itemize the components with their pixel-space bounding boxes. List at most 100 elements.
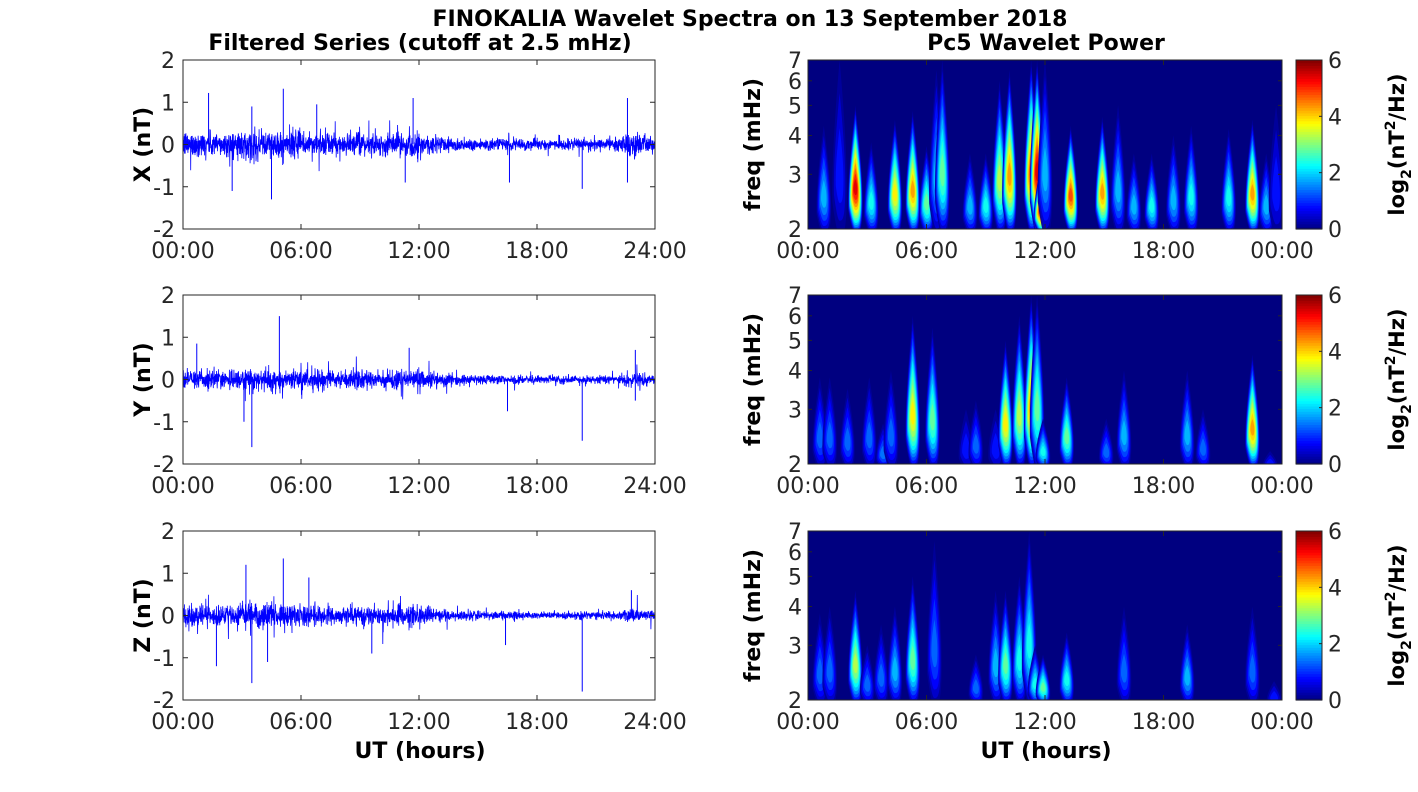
power-level bbox=[910, 180, 915, 198]
colorbar-segment bbox=[1296, 570, 1322, 574]
power-burst bbox=[1098, 418, 1114, 464]
colorbar-segment bbox=[1296, 355, 1322, 359]
power-level bbox=[1115, 169, 1121, 203]
colorbar-segment bbox=[1296, 552, 1322, 556]
power-level bbox=[962, 432, 970, 459]
colorbar-segment bbox=[1296, 321, 1322, 325]
colorbar-segment bbox=[1296, 178, 1322, 183]
colorbar-segment bbox=[1296, 434, 1322, 439]
y-tick-label: 1 bbox=[161, 326, 175, 351]
power-level bbox=[1184, 664, 1190, 686]
colorbar-segment bbox=[1296, 405, 1322, 410]
y-tick-label: 3 bbox=[788, 163, 802, 188]
colorbar-segment bbox=[1296, 544, 1322, 548]
power-level bbox=[853, 179, 858, 196]
colorbar-label-part: log bbox=[1385, 179, 1409, 216]
colorbar-segment bbox=[1296, 599, 1322, 603]
x-tick-label: 00:00 bbox=[151, 474, 214, 499]
colorbar-segment bbox=[1296, 218, 1322, 222]
series-line bbox=[183, 356, 655, 402]
colorbar-segment bbox=[1296, 202, 1322, 206]
x-tick-label: 18:00 bbox=[1132, 710, 1195, 735]
y-tick-label: 3 bbox=[788, 398, 802, 423]
colorbar-segment bbox=[1296, 371, 1322, 375]
colorbar-segment bbox=[1296, 192, 1322, 196]
colorbar-segment bbox=[1296, 295, 1322, 299]
colorbar-segment bbox=[1296, 531, 1322, 535]
colorbar-label-part: (nT bbox=[1385, 365, 1409, 405]
power-level bbox=[940, 153, 945, 187]
colorbar-label-part: 2 bbox=[1383, 592, 1399, 602]
colorbar-segment bbox=[1296, 538, 1322, 543]
power-level bbox=[991, 432, 1000, 459]
colorbar-segment bbox=[1296, 615, 1322, 619]
x-tick-label: 12:00 bbox=[1013, 710, 1076, 735]
power-level bbox=[868, 190, 874, 210]
colorbar-segment bbox=[1296, 308, 1322, 312]
colorbar-segment bbox=[1296, 226, 1322, 230]
power-level bbox=[997, 164, 1002, 192]
power-burst bbox=[1059, 632, 1075, 700]
power-burst bbox=[1266, 681, 1282, 700]
colorbar-segment bbox=[1296, 411, 1322, 415]
colorbar-segment bbox=[1296, 194, 1322, 198]
y-axis-label: freq (mHz) bbox=[741, 313, 766, 446]
power-level bbox=[1184, 419, 1190, 446]
colorbar-segment bbox=[1296, 644, 1322, 648]
right-column-title: Pc5 Wavelet Power bbox=[927, 31, 1165, 56]
colorbar-segment bbox=[1296, 594, 1322, 598]
power-level bbox=[1188, 183, 1194, 206]
colorbar-segment bbox=[1296, 533, 1322, 537]
colorbar-segment bbox=[1296, 429, 1322, 433]
y-tick-label: 5 bbox=[788, 565, 802, 590]
power-level bbox=[967, 193, 973, 215]
colorbar-segment bbox=[1296, 397, 1322, 402]
x-tick-label: 06:00 bbox=[269, 474, 332, 499]
colorbar-segment bbox=[1296, 673, 1322, 677]
power-level bbox=[816, 421, 823, 449]
power-burst bbox=[968, 400, 984, 464]
power-level bbox=[924, 193, 929, 211]
power-burst bbox=[887, 606, 903, 700]
power-level bbox=[930, 403, 935, 431]
colorbar-segment bbox=[1296, 589, 1322, 593]
colorbar-segment bbox=[1296, 575, 1322, 580]
power-burst bbox=[1035, 654, 1051, 700]
colorbar-segment bbox=[1296, 300, 1322, 304]
colorbar-segment bbox=[1296, 165, 1322, 169]
colorbar-segment bbox=[1296, 310, 1322, 315]
power-level bbox=[1121, 419, 1127, 446]
x-tick-label: 00:00 bbox=[151, 239, 214, 264]
colorbar-segment bbox=[1296, 181, 1322, 185]
colorbar-segment bbox=[1296, 639, 1322, 643]
colorbar-segment bbox=[1296, 149, 1322, 154]
colorbar-segment bbox=[1296, 655, 1322, 659]
colorbar-segment bbox=[1296, 657, 1322, 661]
y-tick-label: 1 bbox=[161, 562, 175, 587]
heatmap bbox=[808, 295, 1282, 464]
colorbar-segment bbox=[1296, 390, 1322, 394]
y-tick-label: 2 bbox=[788, 453, 802, 478]
colorbar-segment bbox=[1296, 62, 1322, 66]
colorbar-segment bbox=[1296, 96, 1322, 101]
colorbar-segment bbox=[1296, 70, 1322, 74]
colorbar-tick-label: 2 bbox=[1328, 397, 1342, 422]
power-level bbox=[866, 421, 873, 449]
colorbar-segment bbox=[1296, 692, 1322, 696]
y-tick-label: -2 bbox=[153, 689, 175, 714]
colorbar-segment bbox=[1296, 374, 1322, 378]
colorbar-segment bbox=[1296, 583, 1322, 588]
power-burst bbox=[1166, 135, 1181, 229]
power-level bbox=[1263, 193, 1269, 215]
power-burst bbox=[863, 142, 879, 229]
colorbar-segment bbox=[1296, 387, 1322, 391]
colorbar-segment bbox=[1296, 376, 1322, 381]
power-level bbox=[887, 417, 894, 447]
colorbar-segment bbox=[1296, 139, 1322, 143]
power-level bbox=[992, 647, 999, 678]
x-tick-label: 06:00 bbox=[895, 710, 958, 735]
power-burst bbox=[1126, 153, 1142, 229]
colorbar-segment bbox=[1296, 641, 1322, 646]
colorbar-segment bbox=[1296, 160, 1322, 164]
